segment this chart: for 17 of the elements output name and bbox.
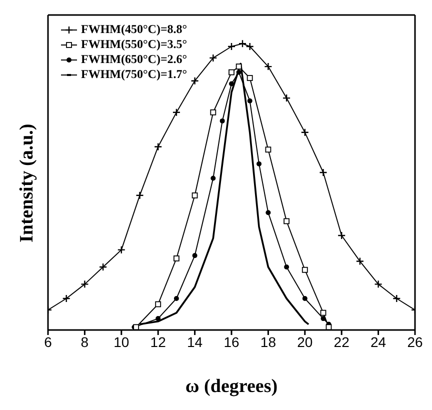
- x-tick-label: 8: [80, 334, 89, 350]
- x-tick-label: 22: [334, 334, 350, 350]
- x-tick-label: 12: [150, 334, 166, 350]
- x-tick-label: 24: [370, 334, 386, 350]
- legend-label: FWHM(450°C)=8.8°: [81, 22, 188, 37]
- legend-label: FWHM(550°C)=3.5°: [81, 37, 188, 52]
- x-tick-label: 20: [297, 334, 313, 350]
- x-axis-title: ω (degrees): [185, 376, 278, 397]
- x-tick-label: 16: [224, 334, 240, 350]
- x-tick-label: 18: [260, 334, 276, 350]
- x-tick-label: 26: [407, 334, 423, 350]
- legend-label: FWHM(650°C)=2.6°: [81, 52, 188, 67]
- x-tick-label: 14: [187, 334, 203, 350]
- legend-label: FWHM(750°C)=1.7°: [81, 67, 188, 82]
- x-tick-label: 6: [44, 334, 52, 350]
- y-axis-title: Intensity (a.u.): [16, 124, 38, 242]
- x-tick-label: 10: [114, 334, 130, 350]
